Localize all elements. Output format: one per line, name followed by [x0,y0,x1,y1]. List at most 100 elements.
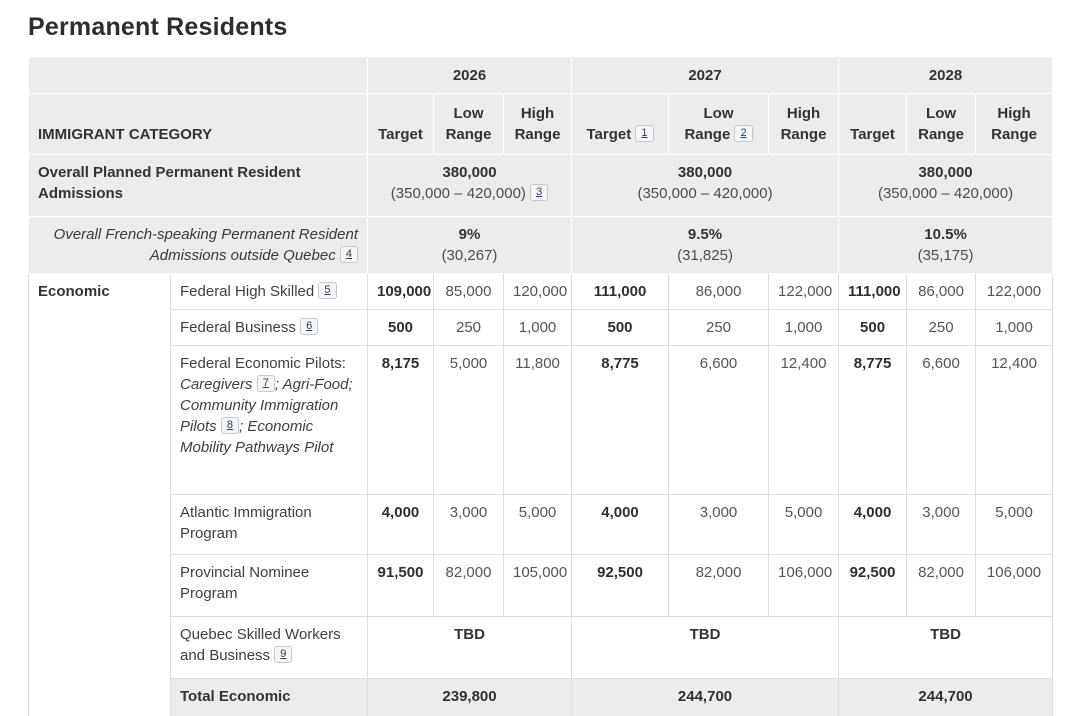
overall-2026-cell: 380,000 (350,000 – 420,000) 3 [366,154,573,217]
fb-2027-high: 1,000 [768,309,840,346]
fb-2027-low: 250 [668,309,770,346]
fb-2028-high: 1,000 [975,309,1054,346]
fhs-2027-low: 86,000 [668,273,770,310]
french-2028-cell: 10.5% (35,175) [838,216,1054,274]
aip-2026-high: 5,000 [502,494,573,555]
provincial-nominee-row: Provincial Nominee Program 91,500 82,000… [29,554,1054,617]
pilots-2028-target: 8,775 [838,345,908,495]
fb-2026-high: 1,000 [502,309,573,346]
aip-2026-low: 3,000 [433,494,504,555]
aip-2027-low: 3,000 [668,494,770,555]
aip-2027-target: 4,000 [571,494,670,555]
fb-2027-target: 500 [571,309,670,346]
footnote-link-5[interactable]: 5 [318,282,337,299]
fhs-2026-high: 120,000 [502,273,573,310]
quebec-skilled-workers-row: Quebec Skilled Workers and Business 9 TB… [29,616,1054,679]
pilots-2027-target: 8,775 [571,345,670,495]
pilots-2028-low: 6,600 [906,345,977,495]
total-economic-2028: 244,700 [838,678,1054,716]
fhs-2028-target: 111,000 [838,273,908,310]
year-header-2027: 2027 [571,56,840,94]
fb-2026-target: 500 [367,309,434,346]
corner-empty-cell [28,56,368,94]
pilots-2028-high: 12,400 [975,345,1054,495]
footnote-link-1[interactable]: 1 [635,125,654,142]
atlantic-immigration-row: Atlantic Immigration Program 4,000 3,000… [29,494,1054,555]
footnote-link-2[interactable]: 2 [734,125,753,142]
atlantic-immigration-label: Atlantic Immigration Program [170,494,368,555]
federal-high-skilled-row: Economic Federal High Skilled 5 109,000 … [28,273,1054,716]
fhs-2028-low: 86,000 [906,273,977,310]
total-economic-2026: 239,800 [366,678,573,716]
low-range-header-2026: Low Range [433,93,504,155]
total-economic-label: Total Economic [170,678,368,716]
permanent-residents-table: 2026 2027 2028 IMMIGRANT CATEGORY Target… [28,56,1054,716]
economic-group-cell: Economic [28,273,171,716]
high-range-header-2028: High Range [975,93,1054,155]
low-range-header-2028: Low Range [906,93,977,155]
french-2026-cell: 9% (30,267) [366,216,573,274]
footnote-link-8[interactable]: 8 [220,417,239,434]
quebec-skilled-workers-label: Quebec Skilled Workers and Business 9 [170,616,368,679]
pnp-2026-low: 82,000 [433,554,504,617]
pnp-2026-target: 91,500 [367,554,434,617]
pilots-2026-target: 8,175 [367,345,434,495]
high-range-header-2026: High Range [502,93,573,155]
provincial-nominee-label: Provincial Nominee Program [170,554,368,617]
total-economic-row: Total Economic 239,800 244,700 244,700 [29,678,1054,716]
high-range-header-2027: High Range [768,93,840,155]
year-header-row: 2026 2027 2028 [28,56,1054,94]
fb-2028-low: 250 [906,309,977,346]
page-title: Permanent Residents [28,13,288,41]
pilots-2027-low: 6,600 [668,345,770,495]
target-header-2026: Target [367,93,434,155]
overall-2028-cell: 380,000 (350,000 – 420,000) [838,154,1054,217]
target-header-2027: Target 1 [571,93,670,155]
pilots-2026-low: 5,000 [433,345,504,495]
footnote-link-7[interactable]: 7 [256,375,275,392]
fb-2028-target: 500 [838,309,908,346]
pnp-2027-target: 92,500 [571,554,670,617]
footnote-link-9[interactable]: 9 [274,646,293,663]
overall-admissions-row: Overall Planned Permanent Resident Admis… [28,154,1054,217]
aip-2027-high: 5,000 [768,494,840,555]
year-header-2028: 2028 [838,56,1054,94]
aip-2028-high: 5,000 [975,494,1054,555]
federal-high-skilled-label: Federal High Skilled 5 [170,273,368,310]
pnp-2028-target: 92,500 [838,554,908,617]
fhs-2026-target: 109,000 [367,273,434,310]
fhs-2026-low: 85,000 [433,273,504,310]
footnote-link-6[interactable]: 6 [300,318,319,335]
overall-admissions-label: Overall Planned Permanent Resident Admis… [28,154,368,217]
total-economic-2027: 244,700 [571,678,840,716]
fhs-2027-target: 111,000 [571,273,670,310]
low-range-header-2027: Low Range 2 [668,93,770,155]
fb-2026-low: 250 [433,309,504,346]
pnp-2027-low: 82,000 [668,554,770,617]
federal-economic-pilots-label: Federal Economic Pilots: Caregivers 7; A… [170,345,368,495]
pnp-2028-high: 106,000 [975,554,1054,617]
pilots-2026-high: 11,800 [502,345,573,495]
pilots-2027-high: 12,400 [768,345,840,495]
aip-2028-target: 4,000 [838,494,908,555]
quebec-2028-tbd: TBD [838,616,1054,679]
federal-business-row: Federal Business 6 500 250 1,000 500 250… [29,309,1054,346]
aip-2028-low: 3,000 [906,494,977,555]
aip-2026-target: 4,000 [367,494,434,555]
quebec-2027-tbd: TBD [571,616,840,679]
fhs-2027-high: 122,000 [768,273,840,310]
target-header-2028: Target [838,93,908,155]
footnote-link-4[interactable]: 4 [339,246,358,263]
french-speaking-row: Overall French-speaking Permanent Reside… [28,216,1054,274]
pnp-2026-high: 105,000 [502,554,573,617]
quebec-2026-tbd: TBD [366,616,573,679]
year-header-2026: 2026 [366,56,573,94]
french-2027-cell: 9.5% (31,825) [571,216,840,274]
immigrant-category-header: IMMIGRANT CATEGORY [28,93,368,155]
footnote-link-3[interactable]: 3 [530,184,549,201]
column-header-row: IMMIGRANT CATEGORY Target Low Range High R… [28,93,1054,155]
pnp-2027-high: 106,000 [768,554,840,617]
french-speaking-label: Overall French-speaking Permanent Reside… [28,216,368,274]
fhs-2028-high: 122,000 [975,273,1054,310]
federal-economic-pilots-row: Federal Economic Pilots: Caregivers 7; A… [29,345,1054,495]
